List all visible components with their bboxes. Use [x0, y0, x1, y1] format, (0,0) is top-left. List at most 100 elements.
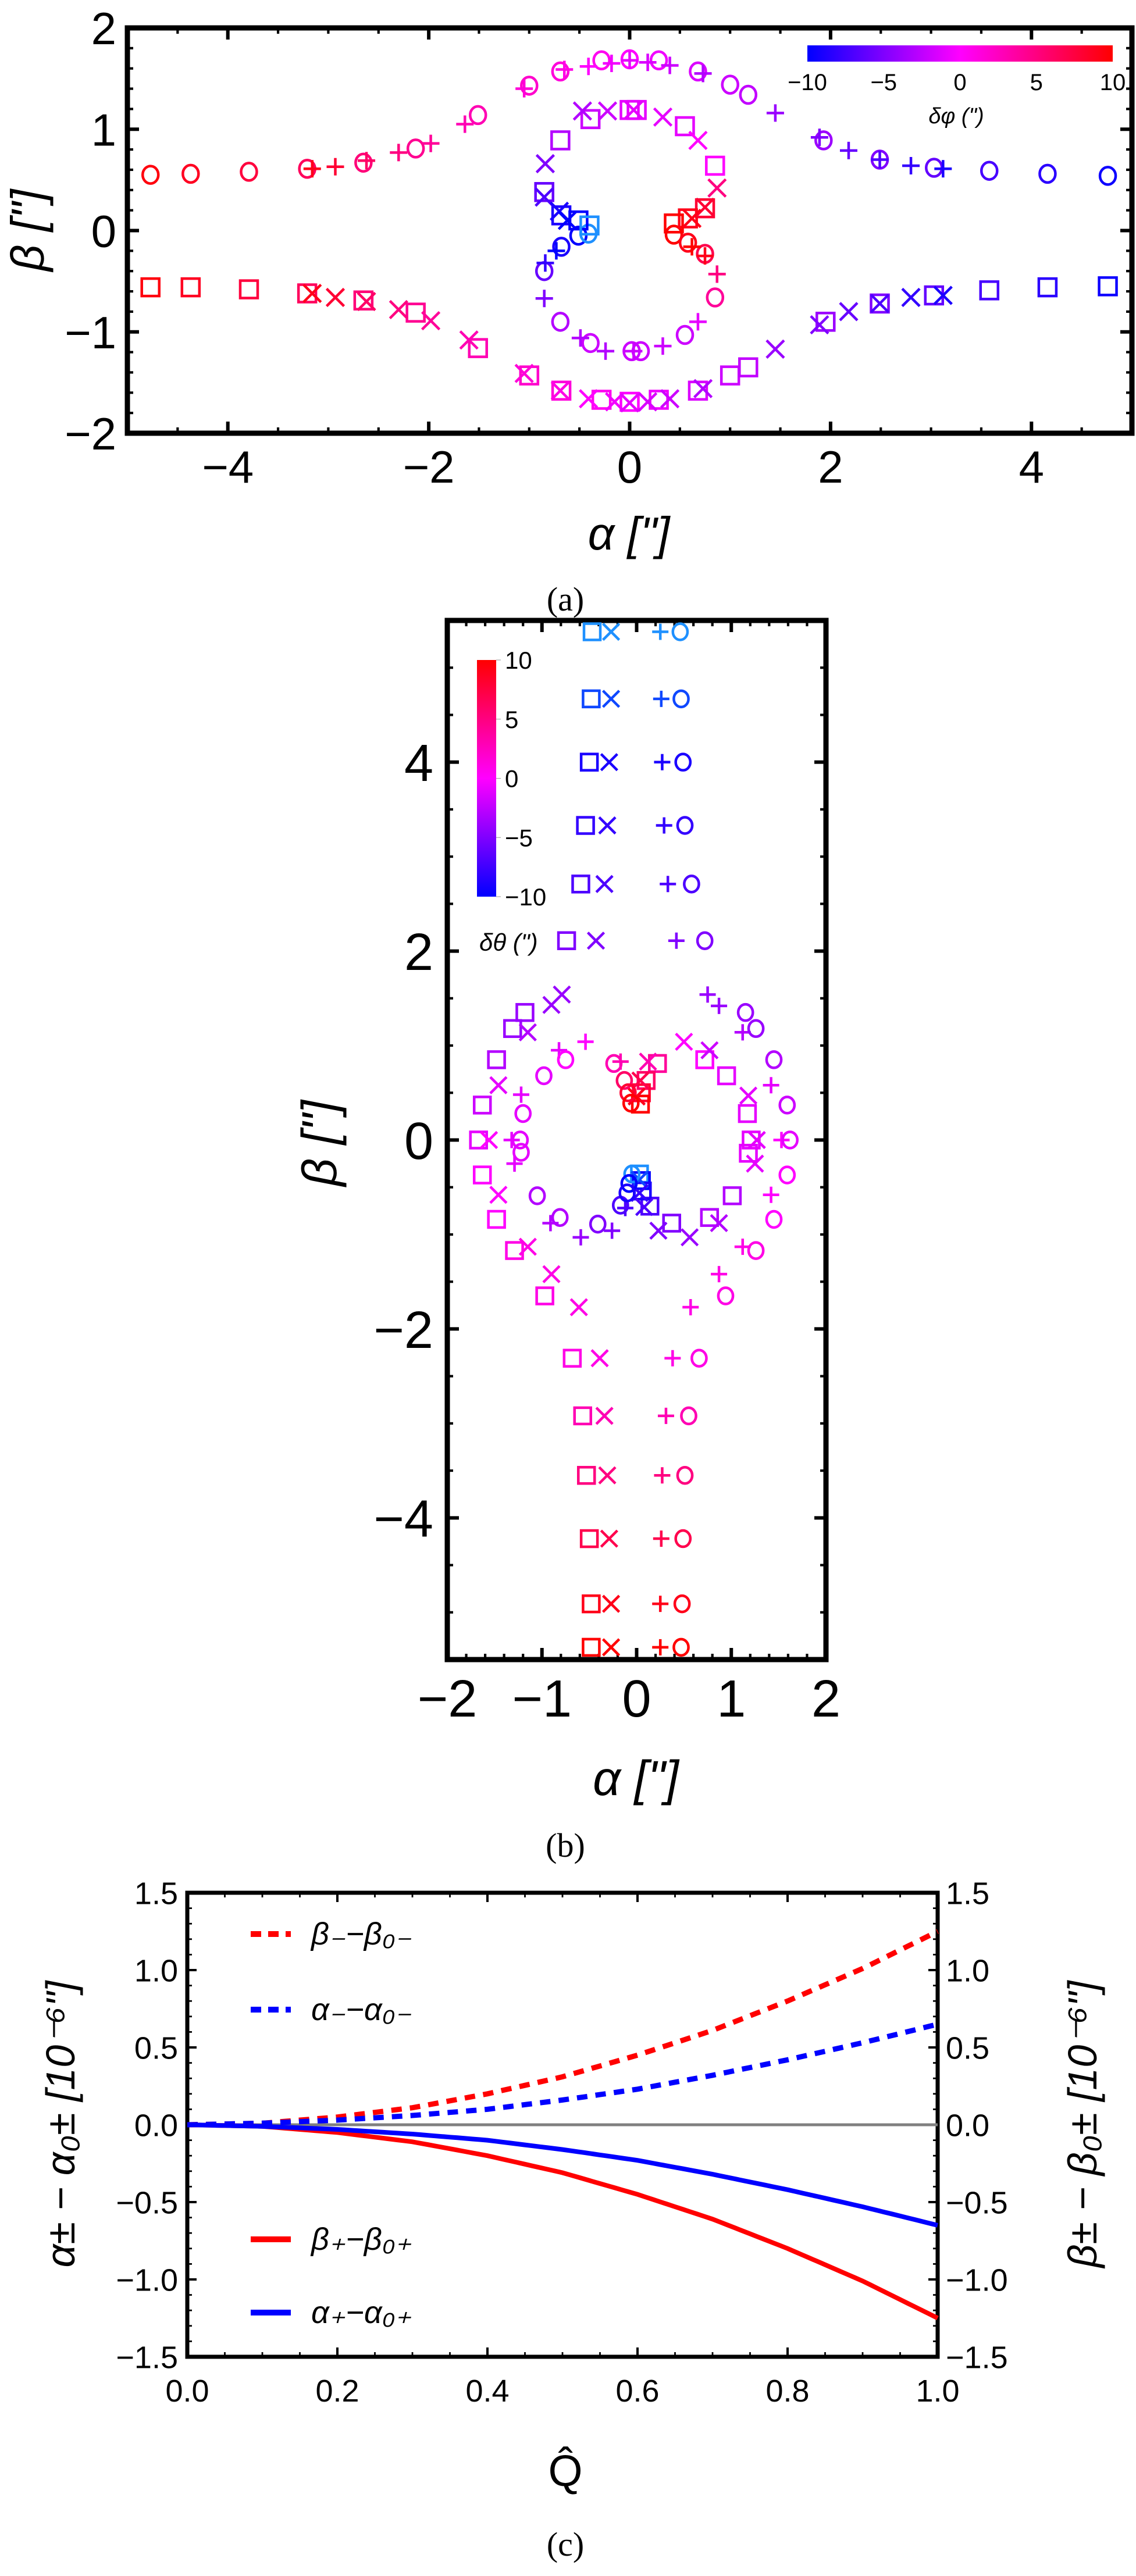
data-point-square — [576, 1465, 596, 1485]
data-point-square — [469, 1130, 488, 1150]
x-axis-label: Q̂ — [548, 2446, 582, 2496]
y-tick-label-right: 1.0 — [946, 1953, 989, 1988]
data-point-square — [487, 1209, 506, 1229]
data-point-plus — [699, 986, 716, 1003]
data-point-plus — [577, 1033, 594, 1050]
data-point-cross — [630, 1171, 649, 1189]
y-axis-label: β ["] — [292, 1099, 347, 1187]
data-point-square — [515, 1002, 535, 1022]
data-point-plus — [652, 1596, 669, 1612]
data-point-plus — [657, 1407, 674, 1424]
data-point-square — [582, 1594, 601, 1614]
data-points — [140, 49, 1118, 413]
data-point-plus — [603, 54, 621, 72]
data-point-plus — [766, 104, 784, 122]
data-point-circle — [623, 1164, 641, 1184]
data-point-cross — [600, 753, 618, 772]
plot-frame — [124, 25, 1135, 436]
data-point-square — [700, 1208, 720, 1227]
x-tick-label: −2 — [418, 1670, 478, 1728]
x-tick-label: 0.4 — [465, 2374, 509, 2409]
data-point-cross — [688, 130, 708, 151]
data-point-plus — [934, 160, 952, 178]
data-point-cross — [489, 1186, 508, 1204]
data-point-square — [468, 338, 488, 358]
data-point-cross — [619, 393, 640, 413]
data-point-square — [579, 215, 600, 236]
data-point-plus — [763, 1186, 779, 1203]
data-point-square — [619, 99, 640, 120]
data-point-plus — [694, 65, 712, 83]
data-point-cross — [601, 1594, 621, 1613]
data-point-plus — [711, 1266, 728, 1283]
y-tick-label-right: −1.5 — [946, 2340, 1008, 2375]
data-point-cross — [542, 996, 561, 1014]
data-point-circle — [520, 76, 539, 96]
data-point-circle — [676, 816, 694, 835]
colorbar-tick-label: 0 — [505, 765, 518, 793]
data-point-plus — [871, 151, 889, 169]
data-point-circle — [671, 622, 689, 641]
y-tick-label-right: 1.5 — [946, 1876, 989, 1911]
y-tick-label: 1 — [91, 104, 116, 155]
data-point-cross — [595, 875, 614, 893]
data-point-square — [705, 155, 725, 176]
data-point-cross — [810, 315, 829, 335]
x-tick-label: 0.2 — [315, 2374, 359, 2409]
data-point-circle — [605, 1054, 623, 1073]
data-point-cross — [638, 392, 658, 412]
data-point-circle — [721, 74, 739, 95]
y-tick-label: 4 — [404, 734, 433, 793]
y-tick-label: 0.0 — [134, 2108, 178, 2143]
y-tick-label-right: 0.0 — [946, 2108, 989, 2143]
data-point-circle — [511, 1130, 529, 1150]
data-point-cross — [595, 1407, 614, 1425]
data-point-square — [582, 1637, 601, 1657]
data-point-cross — [839, 302, 859, 322]
colorbar-tick-label: 5 — [1030, 70, 1043, 95]
y-tick-label-right: 0.5 — [946, 2031, 989, 2065]
colorbar-tick-label: 5 — [505, 706, 518, 733]
legend-label: β₊−β₀₊ — [310, 2222, 412, 2257]
data-point-circle — [717, 1286, 735, 1305]
data-point-plus — [535, 290, 553, 308]
data-point-cross — [586, 932, 606, 950]
data-point-square — [297, 283, 318, 304]
colorbar-tick-label: −10 — [505, 883, 546, 911]
data-point-circle — [535, 1066, 553, 1086]
data-point-circle — [739, 84, 758, 105]
data-point-circle — [672, 689, 690, 709]
x-tick-label: 4 — [1019, 441, 1044, 493]
colorbar-tick-label: −5 — [870, 70, 897, 95]
panel-c-line-chart: 0.0 0.2 0.4 0.6 0.8 1.0−1.5 −1.5−1.0 −1.0−0.5 −0… — [38, 1876, 1105, 2563]
data-point-circle — [778, 1096, 796, 1115]
data-point-circle — [675, 324, 695, 345]
data-point-cross — [535, 154, 555, 174]
data-point-plus — [639, 53, 657, 72]
data-point-plus — [682, 1299, 699, 1316]
y-tick-label: −1.5 — [116, 2340, 178, 2375]
x-axis-label: α ["] — [588, 508, 671, 559]
x-tick-label: −1 — [512, 1670, 572, 1728]
data-point-square — [503, 1019, 522, 1039]
data-point-plus — [422, 134, 440, 152]
data-point-plus — [652, 1639, 669, 1656]
data-point-square — [675, 116, 695, 137]
y-tick-label: 2 — [91, 3, 116, 54]
data-point-square — [568, 210, 589, 231]
y-tick-label: 0.5 — [134, 2031, 178, 2065]
data-point-plus — [572, 1229, 589, 1246]
data-point-square — [1037, 277, 1058, 298]
data-point-plus — [536, 254, 554, 272]
data-point-square — [582, 622, 602, 641]
y-tick-label: −1 — [65, 307, 116, 358]
data-point-square — [738, 357, 758, 377]
data-point-circle — [814, 130, 833, 151]
data-point-circle — [551, 312, 570, 332]
data-point-plus — [660, 876, 676, 893]
data-point-cross — [542, 1265, 561, 1283]
x-tick-label: 0.6 — [615, 2374, 659, 2409]
data-point-cross — [765, 339, 785, 359]
data-point-cross — [660, 389, 680, 409]
data-point-circle — [664, 224, 683, 245]
